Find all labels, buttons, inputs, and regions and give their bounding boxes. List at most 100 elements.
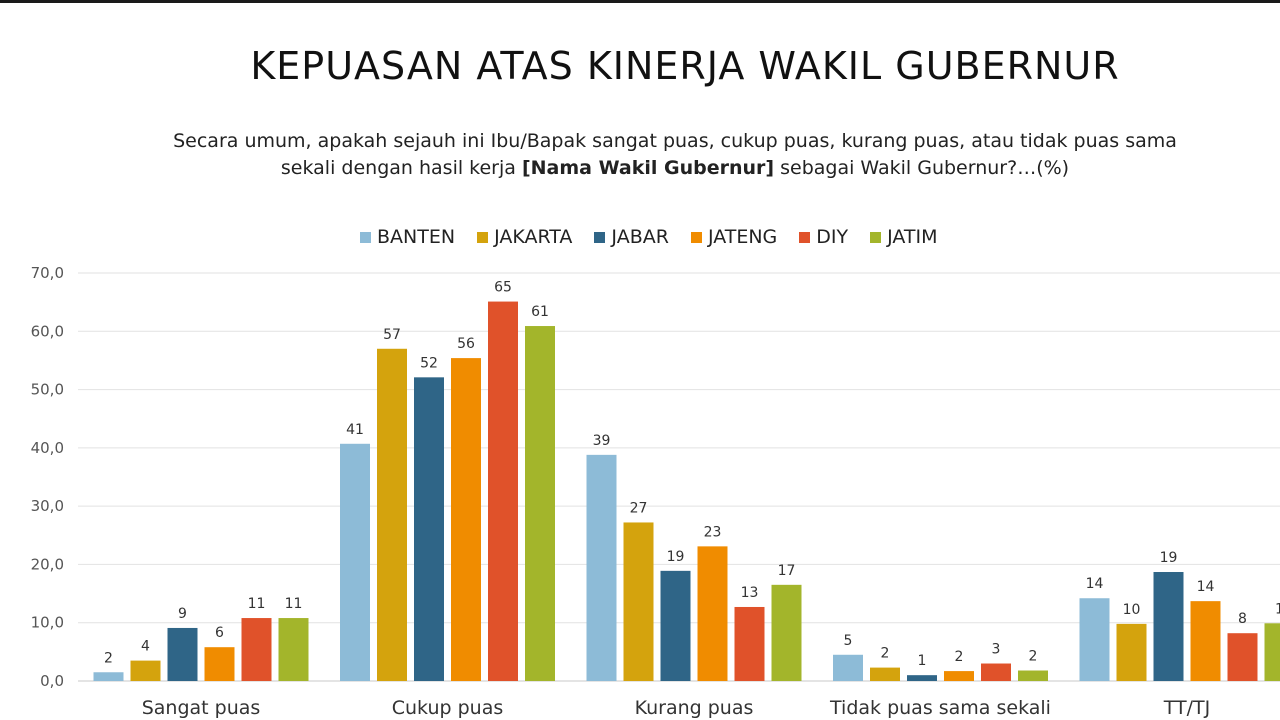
- bar-jateng-2: [697, 546, 728, 681]
- x-category-label: Tidak puas sama sekali: [829, 697, 1051, 719]
- legend-item-jatim: JATIM: [870, 226, 938, 248]
- legend-label: JATENG: [707, 226, 778, 248]
- data-label: 19: [667, 549, 685, 565]
- data-label: 39: [593, 433, 611, 449]
- bar-jabar-4: [1153, 572, 1184, 681]
- y-tick-label: 40,0: [31, 439, 64, 457]
- data-label: 1: [1275, 601, 1280, 617]
- data-label: 2: [1029, 649, 1038, 665]
- bar-jateng-0: [204, 647, 235, 681]
- y-tick-label: 10,0: [31, 614, 64, 632]
- bar-jakarta-0: [130, 660, 161, 681]
- bar-banten-2: [586, 454, 617, 681]
- bar-banten-1: [340, 443, 370, 681]
- data-label: 11: [285, 596, 303, 612]
- y-tick-label: 60,0: [31, 322, 64, 340]
- bar-jateng-4: [1190, 601, 1221, 681]
- data-label: 2: [881, 646, 890, 662]
- legend-swatch: [594, 231, 606, 243]
- data-label: 10: [1123, 602, 1141, 618]
- legend-item-diy: DIY: [799, 226, 848, 248]
- data-label: 8: [1238, 611, 1247, 627]
- legend-label: DIY: [816, 226, 849, 248]
- bar-jakarta-3: [870, 667, 900, 681]
- x-category-label: Sangat puas: [142, 697, 261, 719]
- data-label: 19: [1160, 550, 1178, 566]
- legend-swatch: [870, 231, 882, 243]
- bar-diy-3: [981, 663, 1011, 681]
- data-label: 57: [383, 327, 401, 343]
- y-tick-label: 20,0: [31, 555, 64, 573]
- data-label: 27: [630, 500, 648, 516]
- subtitle-line2-bold: [Nama Wakil Gubernur]: [521, 157, 775, 179]
- legend-label: JAKARTA: [494, 226, 573, 248]
- y-tick-label: 30,0: [31, 497, 64, 515]
- data-label: 65: [494, 280, 512, 296]
- legend-label: JABAR: [611, 226, 669, 248]
- bar-jatim-2: [771, 584, 802, 681]
- legend-item-banten: BANTEN: [360, 226, 455, 248]
- subtitle-line1: Secara umum, apakah sejauh ini Ibu/Bapak…: [173, 130, 1177, 152]
- x-category-label: Cukup puas: [392, 697, 504, 719]
- data-label: 52: [420, 355, 438, 371]
- legend-label: JATIM: [887, 226, 938, 248]
- x-category-label: TT/TJ: [1163, 697, 1211, 719]
- data-label: 23: [704, 524, 722, 540]
- legend-swatch: [477, 231, 489, 243]
- bar-jakarta-4: [1116, 623, 1147, 681]
- y-tick-label: 70,0: [31, 264, 64, 282]
- bar-jatim-3: [1018, 670, 1048, 681]
- bar-jakarta-1: [377, 348, 407, 681]
- bar-jateng-3: [944, 671, 974, 681]
- legend-item-jakarta: JAKARTA: [477, 226, 572, 248]
- bar-jatim-0: [278, 618, 309, 681]
- subtitle-line2-pre: sekali dengan hasil kerja: [280, 157, 522, 179]
- bar-jateng-1: [451, 358, 481, 681]
- bar-diy-1: [488, 301, 518, 681]
- legend-swatch: [799, 231, 811, 243]
- data-label: 6: [215, 625, 224, 641]
- legend-swatch: [690, 231, 702, 243]
- legend-item-jateng: JATENG: [690, 226, 778, 248]
- data-label: 41: [346, 422, 364, 438]
- legend-label: BANTEN: [377, 226, 456, 248]
- data-label: 14: [1086, 576, 1104, 592]
- data-label: 11: [248, 596, 266, 612]
- data-label: 13: [741, 585, 759, 601]
- legend-item-jabar: JABAR: [594, 226, 669, 248]
- data-label: 9: [178, 606, 187, 622]
- data-label: 1: [918, 653, 927, 669]
- bar-jabar-2: [660, 570, 691, 681]
- top-border: [0, 0, 1280, 3]
- x-category-label: Kurang puas: [635, 697, 754, 719]
- data-label: 61: [531, 304, 549, 320]
- bar-jatim-4: [1264, 623, 1280, 681]
- bar-jatim-1: [525, 326, 555, 681]
- bar-jabar-3: [907, 675, 937, 681]
- bar-banten-3: [833, 654, 863, 681]
- data-label: 5: [844, 633, 853, 649]
- y-tick-label: 50,0: [31, 381, 64, 399]
- bar-jakarta-2: [623, 522, 654, 681]
- data-label: 2: [104, 650, 113, 666]
- bar-banten-0: [93, 672, 124, 681]
- chart-legend: BANTEN JAKARTA JABAR JATENG DIY JATIM: [360, 226, 938, 248]
- bar-diy-4: [1227, 633, 1258, 681]
- bar-jabar-0: [167, 627, 198, 681]
- subtitle-line2-post: sebagai Wakil Gubernur?…(%): [774, 157, 1070, 179]
- legend-swatch: [360, 231, 371, 243]
- data-label: 4: [141, 639, 150, 655]
- data-label: 56: [457, 336, 475, 352]
- data-label: 14: [1197, 579, 1215, 595]
- bar-diy-0: [241, 618, 272, 681]
- bar-diy-2: [734, 606, 765, 681]
- bar-banten-4: [1079, 598, 1110, 681]
- chart-title: KEPUASAN ATAS KINERJA WAKIL GUBERNUR: [250, 44, 1120, 88]
- data-label: 3: [992, 642, 1001, 658]
- bar-jabar-1: [414, 377, 444, 681]
- data-label: 2: [955, 649, 964, 665]
- data-label: 17: [778, 563, 796, 579]
- chart-subtitle: Secara umum, apakah sejauh ini Ibu/Bapak…: [100, 128, 1250, 182]
- y-tick-label: 0,0: [40, 672, 64, 690]
